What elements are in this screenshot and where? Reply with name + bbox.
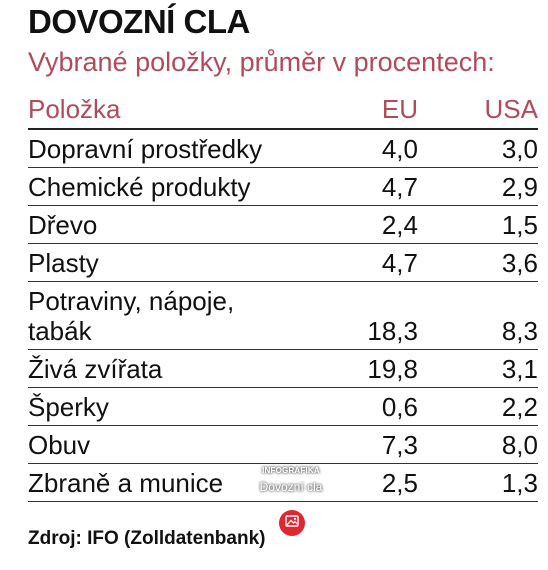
table-row: Živá zvířata 19,8 3,1 <box>28 349 538 388</box>
table-row: Obuv 7,3 8,0 <box>28 425 538 464</box>
image-icon <box>285 514 299 533</box>
table-row: Zbraně a munice 2,5 1,3 <box>28 463 538 502</box>
usa-value: 1,5 <box>418 205 538 244</box>
usa-value: 3,0 <box>418 129 538 168</box>
eu-value: 4,0 <box>348 129 418 168</box>
row-label: Chemické produkty <box>28 167 348 206</box>
row-label: Obuv <box>28 425 348 464</box>
usa-value: 8,0 <box>418 425 538 464</box>
table-row: Dopravní prostředky 4,0 3,0 <box>28 129 538 168</box>
chart-subtitle: Vybrané položky, průměr v procentech: <box>28 47 495 77</box>
watermark-kicker: INFOGRAFIKA <box>262 466 320 475</box>
column-header-item: Položka <box>28 92 348 130</box>
eu-value: 0,6 <box>348 387 418 426</box>
row-label: Dopravní prostředky <box>28 129 348 168</box>
eu-value: 2,5 <box>348 463 418 502</box>
eu-value: 2,4 <box>348 205 418 244</box>
table-row: Plasty 4,7 3,6 <box>28 243 538 282</box>
row-label: Dřevo <box>28 205 348 244</box>
open-infographic-button[interactable] <box>279 510 305 536</box>
eu-value: 4,7 <box>348 167 418 206</box>
table-row: Šperky 0,6 2,2 <box>28 387 538 426</box>
eu-value: 19,8 <box>348 349 418 388</box>
chart-title: DOVOZNÍ CLA <box>28 3 250 40</box>
usa-value: 1,3 <box>418 463 538 502</box>
eu-value: 18,3 <box>348 281 418 350</box>
usa-value: 3,6 <box>418 243 538 282</box>
tariff-table: Položka EU USA Dopravní prostředky 4,0 3… <box>28 92 538 502</box>
infographic-watermark[interactable]: INFOGRAFIKA Dovozní cla <box>258 466 324 494</box>
row-label: Plasty <box>28 243 348 282</box>
usa-value: 3,1 <box>418 349 538 388</box>
source-note: Zdroj: IFO (Zolldatenbank) <box>28 528 266 549</box>
table-header-row: Položka EU USA <box>28 92 538 130</box>
row-label: Zbraně a munice <box>28 463 348 502</box>
table-row: Potraviny, nápoje, tabák 18,3 8,3 <box>28 281 538 350</box>
table-row: Chemické produkty 4,7 2,9 <box>28 167 538 206</box>
table-row: Dřevo 2,4 1,5 <box>28 205 538 244</box>
usa-value: 2,2 <box>418 387 538 426</box>
watermark-name: Dovozní cla <box>259 480 323 494</box>
eu-value: 7,3 <box>348 425 418 464</box>
row-label: Šperky <box>28 387 348 426</box>
eu-value: 4,7 <box>348 243 418 282</box>
row-label-line-2: tabák <box>28 316 92 346</box>
row-label-line-1: Potraviny, nápoje, <box>28 286 235 316</box>
usa-value: 2,9 <box>418 167 538 206</box>
row-label: Živá zvířata <box>28 349 348 388</box>
column-header-usa: USA <box>418 92 538 130</box>
column-header-eu: EU <box>348 92 418 130</box>
usa-value: 8,3 <box>418 281 538 350</box>
row-label: Potraviny, nápoje, tabák <box>28 281 348 350</box>
